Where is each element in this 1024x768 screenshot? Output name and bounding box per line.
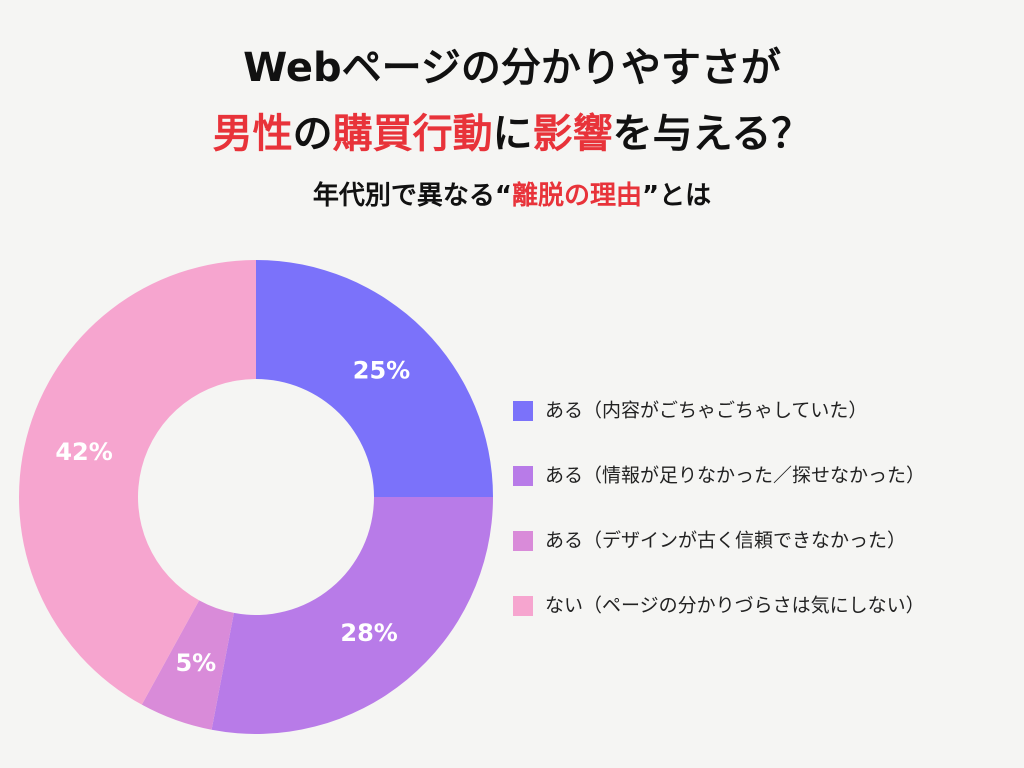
slice-label: 42% (55, 438, 112, 466)
chart-subtitle-part: ”とは (642, 181, 711, 211)
legend-swatch (513, 466, 533, 486)
donut-slice (211, 497, 493, 734)
slice-label: 25% (353, 356, 410, 384)
legend-label: ある（デザインが古く信頼できなかった） (545, 530, 906, 552)
slice-label: 5% (175, 649, 216, 677)
legend-swatch (513, 596, 533, 616)
legend-label: ない（ページの分かりづらさは気にしない） (545, 595, 925, 617)
donut-slice (256, 260, 493, 497)
chart-subtitle: 年代別で異なる“離脱の理由”とは (313, 180, 711, 211)
chart-title: Webページの分かりやすさが (243, 45, 781, 91)
donut-slice (19, 260, 256, 705)
legend-label: ある（内容がごちゃごちゃしていた） (545, 400, 867, 422)
legend-label: ある（情報が足りなかった／探せなかった） (545, 465, 925, 487)
chart-title-part: を与える？ (613, 111, 812, 157)
chart-title-part: 影響 (533, 111, 613, 157)
chart-title-part: 購買行動 (333, 111, 493, 157)
chart-title-part: に (493, 111, 533, 157)
chart-subtitle-part: 年代別で異なる“ (313, 180, 512, 211)
chart-title-part: Webページの分かりやすさが (243, 45, 781, 91)
chart-subtitle-part: 離脱の理由 (512, 180, 642, 211)
legend-swatch (513, 531, 533, 551)
chart-title-part: の (293, 111, 333, 157)
chart-title-part: 男性 (213, 111, 293, 157)
legend-swatch (513, 401, 533, 421)
donut-slice (141, 600, 234, 730)
slice-label: 28% (340, 619, 397, 647)
chart-title: 男性の購買行動に影響を与える？ (213, 111, 812, 157)
